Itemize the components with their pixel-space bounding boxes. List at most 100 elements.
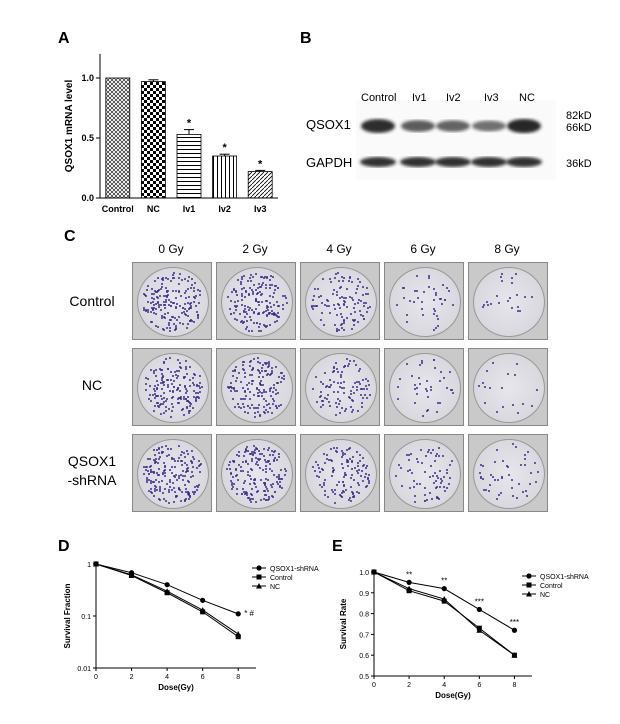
colony-dot	[502, 459, 505, 462]
colony-dot	[417, 376, 420, 379]
colony-dot	[196, 314, 199, 317]
colony-dot	[272, 313, 275, 316]
colony-dot	[272, 403, 275, 406]
colony-dot	[179, 362, 182, 365]
colony-dot	[445, 386, 448, 389]
colony-dot	[165, 455, 168, 458]
colony-dot	[436, 475, 439, 478]
legend-label: NC	[540, 592, 550, 599]
blot-row-label-qsox1: QSOX1	[306, 117, 351, 132]
colony-dish	[300, 434, 380, 512]
colony-dot	[154, 396, 157, 399]
colony-dot	[194, 305, 197, 308]
colony-dot	[178, 316, 181, 319]
colony-dot	[344, 471, 347, 474]
colony-dot	[269, 278, 272, 281]
x-tick-label: 2	[407, 682, 411, 689]
colony-dot	[335, 483, 338, 486]
colony-dot	[348, 359, 351, 362]
colony-dot	[320, 302, 323, 305]
colony-dot	[234, 365, 237, 368]
colony-dot	[233, 370, 236, 373]
colony-dot	[280, 403, 283, 406]
colony-dot	[167, 501, 170, 504]
colony-dot	[232, 486, 235, 489]
colony-dot	[149, 490, 152, 493]
x-tick-label: NC	[147, 204, 160, 214]
colony-dot	[322, 403, 325, 406]
colony-dot	[351, 328, 354, 331]
colony-dot	[515, 363, 518, 366]
colony-dot	[266, 374, 269, 377]
colony-dot	[413, 290, 416, 293]
colony-dot	[157, 458, 160, 461]
colony-dot	[171, 290, 174, 293]
band-gapdh	[400, 157, 436, 167]
colony-dot	[340, 450, 343, 453]
colony-dot	[244, 310, 247, 313]
colony-dot	[274, 389, 277, 392]
colony-dot	[359, 394, 362, 397]
colony-dot	[368, 393, 371, 396]
colony-dot	[246, 449, 249, 452]
colony-dot	[162, 392, 165, 395]
colony-dot	[359, 460, 362, 463]
colony-dot	[267, 363, 270, 366]
colony-dot	[348, 447, 351, 450]
colony-dot	[264, 486, 267, 489]
colony-dot	[260, 329, 263, 332]
colony-dot	[178, 289, 181, 292]
colony-dot	[400, 466, 403, 469]
colony-dot	[486, 304, 489, 307]
colony-dot	[480, 476, 483, 479]
panel-letter-e: E	[332, 538, 343, 555]
colony-dot	[432, 328, 435, 331]
colony-dot	[267, 496, 270, 499]
colony-dot	[164, 464, 167, 467]
colony-dot	[259, 275, 262, 278]
colony-dot	[485, 369, 488, 372]
colony-dot	[272, 384, 275, 387]
colony-dot	[254, 289, 257, 292]
colony-dot	[266, 479, 269, 482]
colony-dot	[251, 289, 254, 292]
colony-dot	[230, 481, 233, 484]
colony-dot	[146, 301, 149, 304]
x-tick-label: Control	[102, 204, 134, 214]
colony-dot	[248, 292, 251, 295]
colony-dot	[318, 484, 321, 487]
colony-dot	[254, 300, 257, 303]
colony-dot	[422, 415, 425, 418]
x-tick-label: 6	[477, 682, 481, 689]
colony-dot	[243, 406, 245, 409]
colony-dot	[161, 377, 164, 380]
colony-dot	[340, 327, 343, 330]
culture-plate	[473, 353, 545, 423]
colony-dot	[261, 392, 263, 395]
colony-dot	[191, 382, 194, 385]
colony-dot	[161, 285, 164, 288]
colony-dot	[243, 286, 246, 289]
colony-dot	[282, 303, 285, 306]
colony-dot	[168, 389, 171, 392]
colony-dot	[243, 481, 246, 484]
colony-dot	[169, 280, 172, 283]
colony-dot	[337, 390, 340, 393]
colony-dot	[258, 453, 261, 456]
x-tick-label: Iv3	[254, 204, 267, 214]
colony-dot	[356, 472, 359, 475]
colony-dot	[342, 320, 345, 323]
colony-dot	[249, 391, 252, 394]
colony-dot	[427, 449, 430, 452]
colony-dot	[197, 391, 200, 394]
marker-triangle	[476, 627, 483, 633]
colony-dot	[198, 465, 201, 468]
colony-dot	[187, 497, 190, 500]
colony-dot	[235, 290, 238, 293]
colony-dot	[485, 489, 488, 491]
colony-dot	[167, 488, 170, 491]
colony-dot	[162, 376, 165, 379]
colony-dot	[524, 295, 527, 298]
colony-dot	[192, 301, 195, 304]
colony-dot	[316, 463, 319, 466]
